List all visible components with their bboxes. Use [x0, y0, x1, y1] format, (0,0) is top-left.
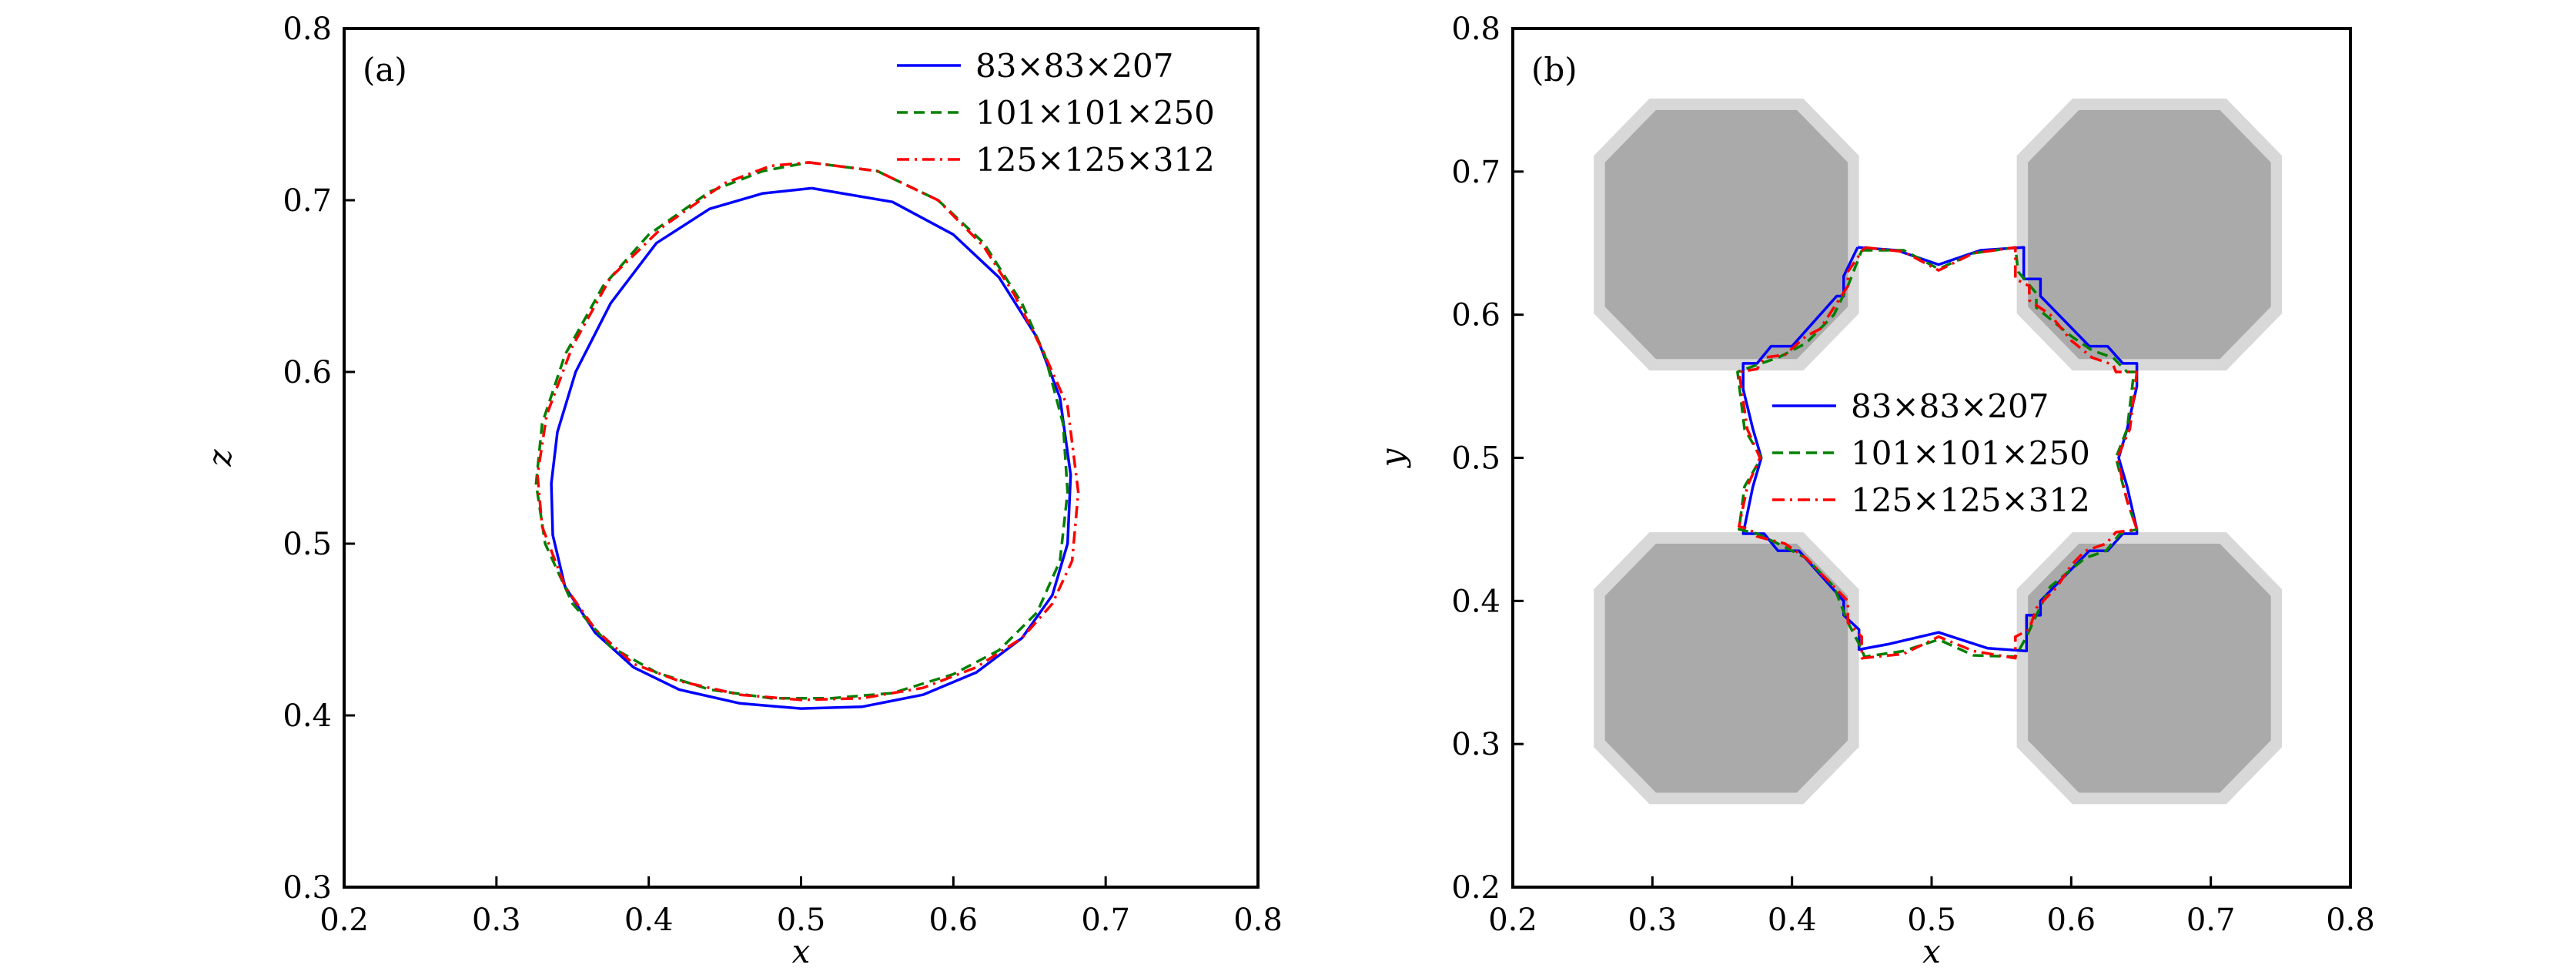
y-tick-label: 0.2	[1451, 870, 1500, 906]
y-tick-label: 0.3	[283, 870, 332, 906]
x-axis-label: x	[1922, 933, 1941, 970]
series-line-2	[1738, 246, 2139, 660]
y-tick-label: 0.5	[283, 527, 332, 562]
legend: 83×83×207 101×101×250 125×125×312	[1772, 387, 2090, 519]
legend-label: 83×83×207	[1851, 387, 2049, 425]
x-tick-label: 0.2	[319, 903, 369, 938]
y-tick-label: 0.6	[1451, 298, 1500, 333]
legend-label: 125×125×312	[975, 141, 1215, 179]
x-tick-label: 0.7	[1081, 903, 1130, 938]
y-tick-label: 0.4	[283, 698, 332, 734]
y-tick-label: 0.4	[1451, 584, 1500, 619]
x-tick-label: 0.5	[777, 903, 826, 938]
x-tick-label: 0.3	[472, 903, 521, 938]
obstacle-core	[1604, 109, 1848, 360]
legend: 83×83×207 101×101×250 125×125×312	[897, 47, 1215, 179]
x-tick-label: 0.3	[1628, 903, 1678, 938]
legend-label: 83×83×207	[975, 47, 1173, 85]
series-line-1	[534, 161, 1069, 700]
x-tick-label: 0.4	[1768, 903, 1817, 938]
y-axis-label: y	[1373, 447, 1411, 468]
series-line-0	[550, 186, 1072, 710]
y-tick-label: 0.7	[1451, 155, 1500, 190]
y-tick-label: 0.5	[1451, 441, 1500, 477]
y-axis-label: z	[201, 449, 239, 467]
panel-label: (a)	[363, 51, 407, 89]
series-line-2	[536, 161, 1080, 702]
legend-label: 101×101×250	[975, 94, 1215, 132]
y-tick-label: 0.8	[1451, 12, 1500, 47]
x-tick-label: 0.6	[2047, 903, 2096, 938]
panel-b: 0.2 0.3 0.4 0.5 0.6 0.7 0.8 0.2 0.3 0.4 0.5 0.6 0.7 0…	[1373, 12, 2375, 970]
series-line-0	[1741, 246, 2139, 653]
obstacle-core	[2028, 109, 2271, 360]
legend-label: 125×125×312	[1851, 481, 2090, 519]
y-tick-label: 0.3	[1451, 727, 1500, 762]
x-tick-label: 0.7	[2186, 903, 2236, 938]
panel-label: (b)	[1531, 51, 1577, 89]
x-tick-label: 0.5	[1907, 903, 1956, 938]
obstacle-core	[2028, 544, 2271, 793]
x-tick-label: 0.8	[2326, 903, 2375, 938]
y-tick-label: 0.7	[283, 183, 332, 219]
panel-a: 0.2 0.3 0.4 0.5 0.6 0.7 0.80.30.40.50.60.70.8x…	[201, 12, 1283, 970]
series-line-1	[1736, 246, 2139, 658]
x-axis-label: x	[792, 933, 811, 970]
x-tick-label: 0.8	[1233, 903, 1283, 938]
y-tick-label: 0.8	[283, 12, 332, 47]
x-tick-label: 0.4	[624, 903, 674, 938]
x-tick-label: 0.6	[929, 903, 979, 938]
obstacle-core	[1604, 544, 1848, 793]
y-tick-label: 0.6	[283, 355, 332, 390]
x-tick-label: 0.2	[1488, 903, 1537, 938]
legend-label: 101×101×250	[1851, 434, 2090, 472]
